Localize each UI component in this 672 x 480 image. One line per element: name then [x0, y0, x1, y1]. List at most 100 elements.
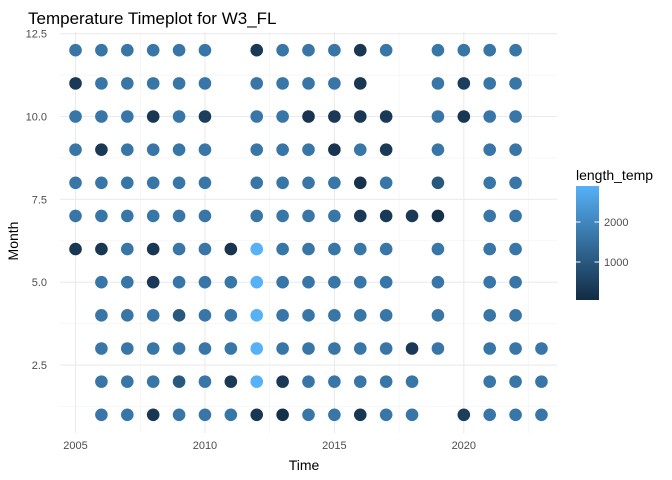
data-point: [198, 242, 212, 256]
data-point: [302, 309, 315, 322]
data-point: [95, 43, 108, 57]
y-tick-label: 2.5: [32, 360, 47, 372]
data-point: [198, 176, 212, 190]
data-point: [198, 209, 212, 223]
data-point: [276, 242, 289, 256]
data-point: [224, 342, 238, 355]
data-point: [172, 143, 186, 156]
x-tick-label: 2015: [322, 440, 346, 452]
data-point: [276, 110, 289, 123]
data-point: [146, 209, 160, 223]
legend-title: length_temp: [576, 167, 653, 183]
data-point: [250, 209, 264, 223]
data-point: [431, 275, 445, 289]
data-point: [328, 209, 341, 223]
legend-ticks: 1000 2000: [576, 217, 628, 269]
data-point: [172, 309, 186, 322]
data-point: [328, 176, 341, 190]
data-point: [457, 110, 471, 123]
data-point: [353, 309, 367, 322]
data-point: [146, 110, 160, 123]
data-point: [379, 375, 393, 388]
data-point: [146, 309, 160, 322]
data-point: [121, 209, 134, 223]
data-point: [146, 43, 160, 57]
x-axis-title: Time: [289, 457, 320, 473]
data-point: [198, 342, 212, 355]
data-point: [302, 176, 315, 190]
data-point: [379, 209, 393, 223]
data-point: [198, 375, 212, 388]
data-point: [95, 342, 108, 355]
data-point: [405, 375, 419, 388]
data-point: [353, 43, 367, 57]
data-point: [535, 342, 548, 355]
data-point: [146, 143, 160, 156]
data-point: [535, 408, 548, 422]
data-point: [276, 77, 289, 90]
data-point: [172, 342, 186, 355]
y-axis-ticks: 2.5 5.0 7.5 10.0 12.5: [26, 29, 47, 372]
x-axis-ticks: 2005 2010 2015 2020: [63, 440, 476, 452]
data-point: [379, 176, 393, 190]
data-point: [431, 309, 445, 322]
data-point: [302, 408, 315, 422]
data-point: [146, 176, 160, 190]
data-point: [353, 275, 367, 289]
data-point: [224, 242, 238, 256]
data-point: [121, 176, 134, 190]
data-point: [95, 242, 108, 256]
data-point: [328, 110, 341, 123]
data-point: [276, 375, 289, 388]
legend-tick-label: 2000: [604, 217, 628, 229]
data-point: [250, 143, 264, 156]
data-point: [121, 77, 134, 90]
data-point: [328, 275, 341, 289]
data-point: [302, 143, 315, 156]
data-point: [379, 275, 393, 289]
data-point: [172, 43, 186, 57]
x-tick-label: 2005: [63, 440, 87, 452]
data-point: [509, 143, 522, 156]
data-point: [224, 275, 238, 289]
data-point: [509, 408, 522, 422]
data-point: [379, 342, 393, 355]
data-point: [121, 143, 134, 156]
data-point: [483, 342, 496, 355]
data-point: [328, 342, 341, 355]
data-point: [457, 408, 471, 422]
data-point: [146, 275, 160, 289]
data-point: [379, 309, 393, 322]
minor-gridlines: [60, 32, 557, 433]
data-point: [509, 375, 522, 388]
data-point: [69, 176, 82, 190]
data-point: [483, 143, 496, 156]
data-point: [328, 143, 341, 156]
data-point: [250, 242, 264, 256]
x-tick-label: 2020: [452, 440, 476, 452]
data-point: [121, 43, 134, 57]
data-point: [483, 408, 496, 422]
data-point: [353, 77, 367, 90]
data-point: [250, 77, 264, 90]
data-point: [198, 408, 212, 422]
data-point: [379, 143, 393, 156]
data-point: [198, 43, 212, 57]
data-point: [353, 110, 367, 123]
data-point: [95, 309, 108, 322]
data-point: [328, 408, 341, 422]
data-point: [302, 110, 315, 123]
data-point: [172, 77, 186, 90]
data-point: [69, 143, 82, 156]
data-point: [276, 275, 289, 289]
data-point: [483, 375, 496, 388]
data-point: [431, 242, 445, 256]
data-point: [353, 209, 367, 223]
data-point: [509, 110, 522, 123]
data-point: [328, 309, 341, 322]
data-point: [431, 43, 445, 57]
data-point: [250, 176, 264, 190]
data-point: [172, 209, 186, 223]
data-point: [172, 176, 186, 190]
data-point: [121, 375, 134, 388]
